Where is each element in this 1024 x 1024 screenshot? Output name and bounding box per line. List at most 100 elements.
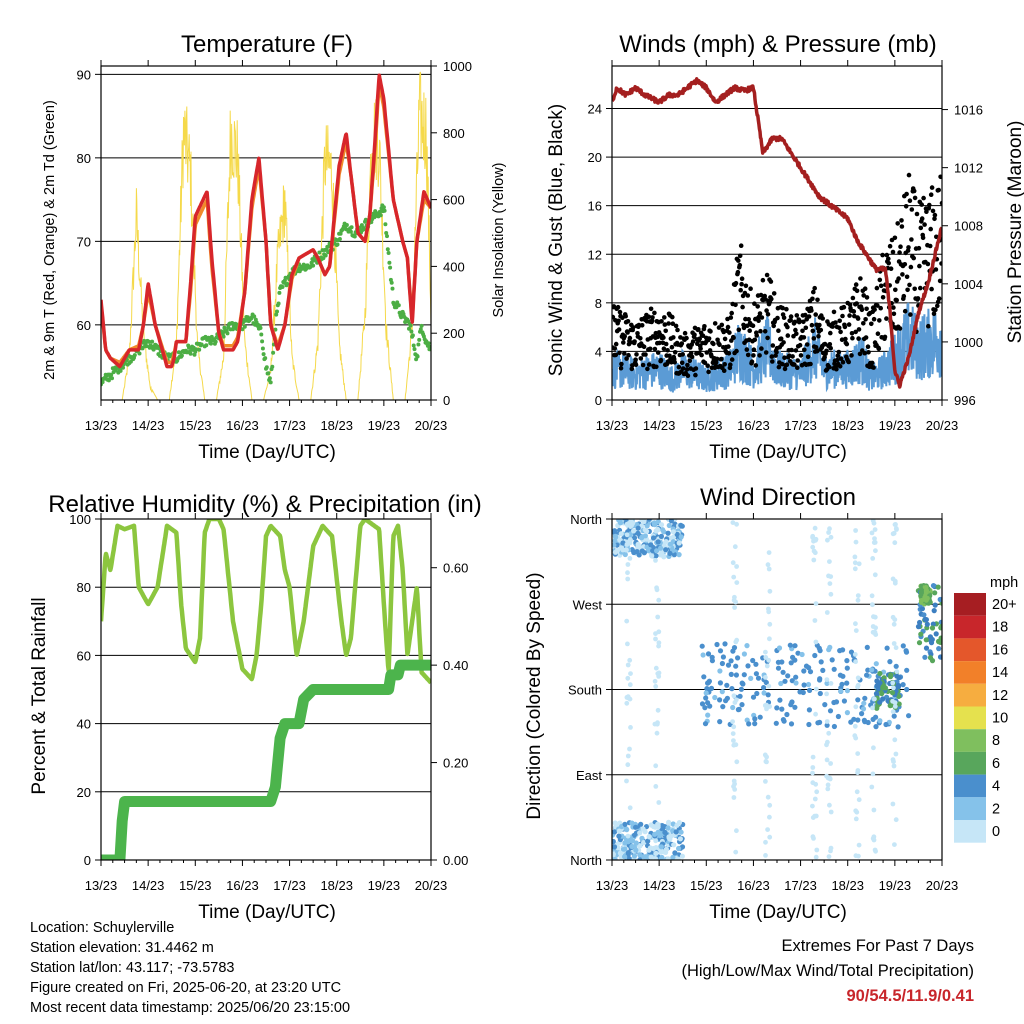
gust-point: [886, 260, 891, 266]
wind-direction-point: [853, 628, 859, 633]
wind-direction-point: [767, 834, 773, 840]
gust-point: [824, 348, 829, 354]
dewpoint-point: [197, 347, 202, 352]
gust-point: [769, 354, 775, 359]
humidity-ytick-right-label: 0.00: [443, 853, 468, 868]
gust-point: [908, 264, 914, 270]
gust-point: [862, 286, 868, 292]
wind-direction-point: [815, 720, 821, 726]
gust-point: [617, 309, 623, 315]
wind-direction-point: [784, 711, 790, 718]
humidity-xtick-label: 17/23: [273, 878, 306, 893]
extremes-subtitle: (High/Low/Max Wind/Total Precipitation): [681, 962, 974, 980]
wind-direction-point: [633, 847, 639, 853]
wind-direction-point: [922, 654, 928, 660]
wind-direction-point: [895, 683, 901, 689]
wind-direction-point: [635, 541, 641, 547]
wind-direction-point: [924, 595, 930, 602]
gust-point: [745, 293, 751, 298]
dewpoint-point: [408, 323, 413, 328]
wind-direction-point: [705, 712, 711, 718]
wind-direction-point: [707, 703, 713, 709]
gust-point: [937, 278, 942, 284]
wind-direction-point: [813, 601, 819, 606]
wind-direction-point: [810, 533, 816, 539]
wind-direction-point: [648, 542, 654, 548]
wind-direction-point: [870, 519, 876, 523]
gust-point: [828, 345, 833, 351]
gust-point: [633, 362, 639, 368]
gust-point: [738, 287, 743, 293]
gust-point: [650, 315, 655, 320]
gust-point: [893, 287, 898, 293]
wind-direction-point: [814, 847, 820, 853]
gust-point: [731, 335, 736, 341]
direction-xtick-label: 15/23: [690, 878, 723, 893]
wind-direction-point: [906, 713, 912, 719]
dewpoint-point: [390, 286, 395, 291]
gust-point: [838, 356, 844, 362]
direction-ytick-label: North: [570, 853, 602, 868]
wind-direction-point: [665, 825, 671, 831]
wind-direction-point: [625, 570, 630, 576]
gust-point: [866, 350, 871, 355]
wind-direction-point: [932, 602, 938, 608]
gust-point: [925, 261, 931, 267]
wind-direction-point: [625, 753, 631, 759]
gust-point: [882, 334, 888, 340]
wind-direction-point: [733, 672, 740, 678]
dewpoint-point: [285, 281, 290, 286]
wind-direction-point: [655, 822, 661, 828]
gust-point: [613, 352, 619, 358]
wind-direction-point: [862, 695, 868, 701]
wind-direction-point: [780, 669, 786, 675]
gust-point: [886, 256, 891, 262]
wind-direction-point: [928, 640, 935, 646]
wind-direction-point: [892, 842, 897, 847]
wind-direction-point: [780, 717, 787, 723]
wind-direction-point: [775, 659, 782, 665]
wind-direction-point: [733, 849, 739, 855]
dewpoint-point: [192, 352, 197, 357]
gust-point: [904, 274, 910, 280]
wind-direction-point: [676, 552, 682, 558]
wind-direction-point: [663, 547, 669, 553]
dewpoint-point: [106, 378, 111, 383]
gust-point: [666, 321, 671, 326]
wind-direction-point: [709, 658, 716, 664]
wind-direction-point: [840, 647, 846, 653]
humidity-ytick-label: 40: [77, 717, 91, 732]
wind-direction-point: [753, 661, 759, 667]
wind-direction-point: [618, 545, 625, 551]
wind-direction-point: [635, 525, 641, 531]
wind-direction-point: [654, 730, 660, 736]
wind-direction-point: [872, 572, 878, 578]
dewpoint-point: [415, 354, 420, 359]
wind-direction-point: [623, 547, 629, 553]
wind-direction-point: [745, 663, 751, 669]
dewpoint-point: [146, 339, 151, 344]
wind-direction-point: [929, 625, 936, 631]
wind-direction-point: [703, 690, 709, 696]
gust-point: [863, 335, 869, 340]
gust-point: [801, 335, 807, 340]
wind-direction-point: [708, 685, 715, 692]
wind-direction-point: [826, 854, 832, 859]
wind-direction-point: [627, 746, 632, 752]
gust-point: [640, 362, 646, 368]
gust-point: [899, 218, 904, 223]
wind-direction-point: [918, 598, 925, 604]
wind-direction-point: [870, 771, 876, 777]
wind-direction-point: [810, 754, 816, 760]
colorbar-swatch: [954, 751, 986, 775]
wind-direction-point: [837, 672, 844, 678]
wind-direction-point: [653, 850, 659, 856]
wind-direction-point: [825, 786, 831, 792]
wind-direction-point: [853, 659, 858, 665]
gust-point: [929, 185, 935, 190]
gust-point: [685, 373, 691, 379]
wind-direction-point: [873, 714, 879, 720]
temperature-xtick-label: 20/23: [415, 418, 448, 433]
wind-direction-point: [877, 680, 883, 686]
wind-direction-point: [844, 680, 850, 686]
